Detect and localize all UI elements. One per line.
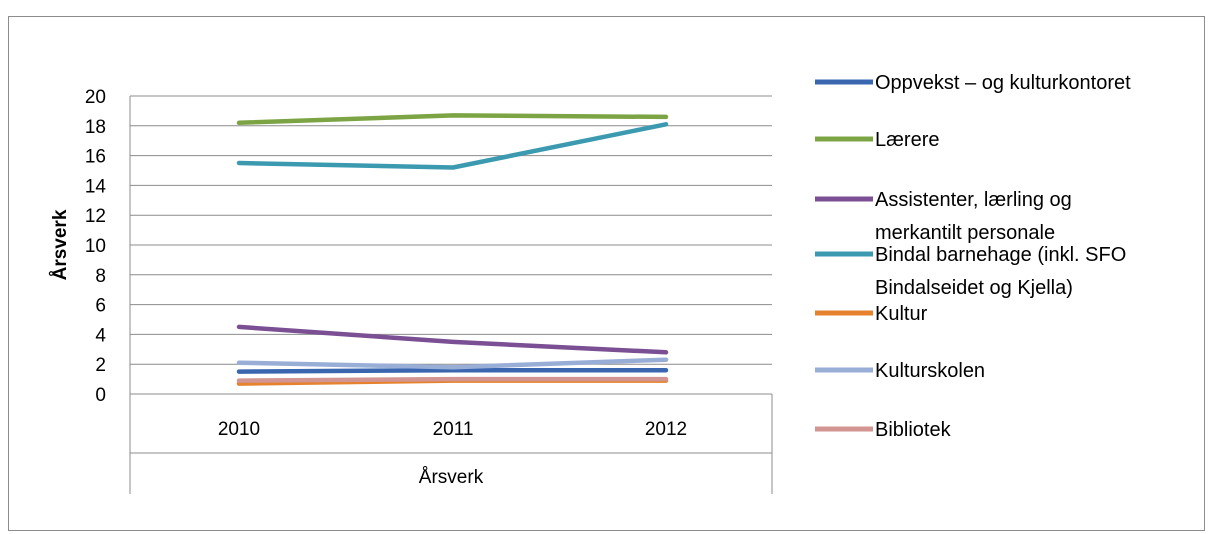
- series-line: [236, 357, 669, 370]
- y-tick-label: 4: [95, 325, 106, 346]
- legend-label: Lærere: [875, 129, 939, 151]
- axes: [129, 96, 773, 494]
- series-line: [236, 113, 669, 126]
- x-tick-labels: 2010 2011 2012: [218, 419, 687, 440]
- y-tick-label: 20: [85, 87, 106, 108]
- legend-label: Bindalseidet og Kjella): [875, 277, 1073, 299]
- legend-label: Kulturskolen: [875, 360, 985, 382]
- chart-frame: [8, 16, 1205, 531]
- legend-label: Bibliotek: [875, 419, 952, 441]
- y-tick-label: 8: [95, 266, 106, 287]
- gridlines: [130, 95, 772, 395]
- legend-label: Bindal barnehage (inkl. SFO: [875, 244, 1126, 266]
- legend: Oppvekst – og kulturkontoret Lærere Assist…: [815, 72, 1131, 441]
- y-tick-label: 10: [85, 236, 106, 257]
- legend-label: Kultur: [875, 303, 928, 325]
- x-axis-title: Årsverk: [419, 467, 484, 488]
- y-tick-label: 14: [85, 176, 107, 197]
- x-tick-label: 2012: [645, 419, 687, 440]
- legend-label: Assistenter, lærling og: [875, 189, 1072, 211]
- series-line: [236, 367, 669, 374]
- y-tick-labels: 0 2 4 6 8 10 12 14 16 18 20: [85, 87, 107, 406]
- y-tick-label: 16: [85, 147, 106, 168]
- y-tick-label: 6: [95, 296, 106, 317]
- series-line: [236, 324, 669, 355]
- legend-label: merkantilt personale: [875, 222, 1055, 244]
- series-line: [236, 376, 669, 383]
- y-tick-label: 0: [95, 385, 106, 406]
- legend-label: Oppvekst – og kulturkontoret: [875, 72, 1131, 94]
- y-tick-label: 18: [85, 117, 106, 138]
- y-tick-label: 2: [95, 355, 106, 376]
- series-line: [236, 122, 669, 170]
- x-tick-label: 2010: [218, 419, 260, 440]
- x-tick-label: 2011: [433, 419, 474, 440]
- y-axis-title: Årsverk: [50, 209, 71, 280]
- series-lines: [236, 113, 669, 386]
- y-tick-label: 12: [85, 206, 106, 227]
